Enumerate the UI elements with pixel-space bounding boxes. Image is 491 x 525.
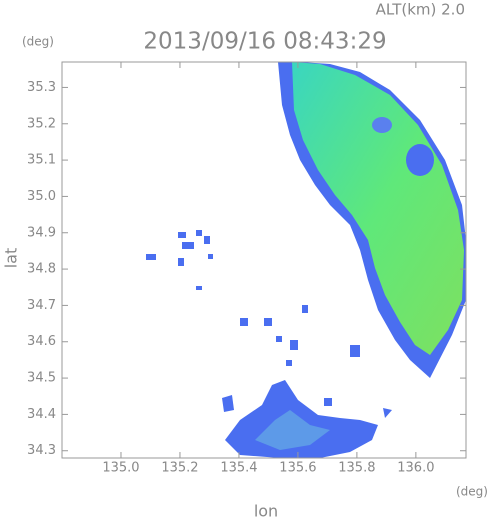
y-tick-label: 35.2 <box>27 116 56 131</box>
x-tick-label: 135.0 <box>102 461 139 476</box>
y-axis-label: lat <box>2 248 21 269</box>
x-tick-label: 135.4 <box>220 461 257 476</box>
y-tick-label: 34.3 <box>27 443 56 458</box>
y-tick-label: 35.0 <box>27 189 56 204</box>
y-tick-label: 35.1 <box>27 153 56 168</box>
x-tick-label: 135.2 <box>161 461 198 476</box>
y-tick-label: 35.3 <box>27 80 56 95</box>
y-tick-label: 34.4 <box>27 407 56 422</box>
altitude-label: ALT(km) 2.0 <box>376 1 465 19</box>
x-axis-label: lon <box>254 502 278 521</box>
x-tick-label: 135.6 <box>279 461 316 476</box>
x-tick-label: 136.0 <box>397 461 434 476</box>
radar-echo <box>146 62 466 458</box>
y-tick-label: 34.8 <box>27 262 56 277</box>
y-tick-label: 34.7 <box>27 298 56 313</box>
plot-frame <box>61 61 467 459</box>
x-tick-label: 135.8 <box>338 461 375 476</box>
y-tick-label: 34.9 <box>27 225 56 240</box>
y-unit: (deg) <box>22 35 54 49</box>
x-unit: (deg) <box>456 485 488 499</box>
y-tick-label: 34.5 <box>27 371 56 386</box>
y-tick-label: 34.6 <box>27 334 56 349</box>
chart-title: 2013/09/16 08:43:29 <box>143 29 386 55</box>
